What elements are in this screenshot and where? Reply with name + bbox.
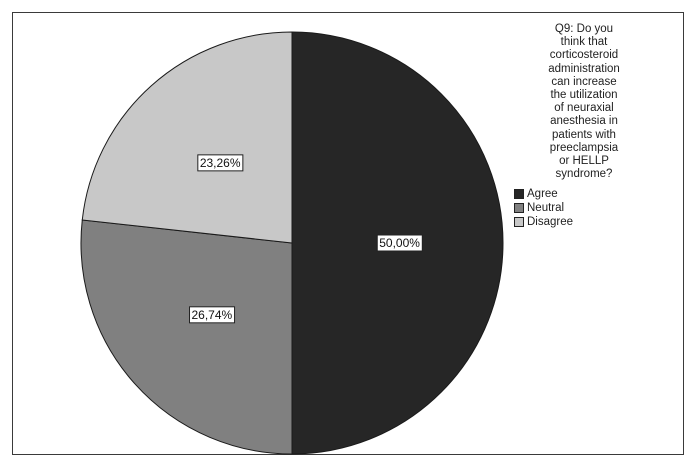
pie-slice-disagree <box>81 31 293 244</box>
legend-title-line: preeclampsia <box>549 141 619 154</box>
slice-label-agree: 50,00% <box>376 234 423 252</box>
pie-slice-neutral <box>80 219 293 455</box>
pie-chart: 50,00% 26,74% 23,26% <box>80 31 504 455</box>
legend-title-line: can increase <box>551 75 617 88</box>
legend-title-line: patients with <box>552 128 616 141</box>
legend-title-line: corticosteroid <box>549 49 619 62</box>
legend-label: Neutral <box>527 202 565 215</box>
legend-title-line: the utilization <box>550 89 618 102</box>
legend: Q9: Do you think that corticosteroid admini… <box>503 23 665 229</box>
slice-label-text: 50,00% <box>379 236 420 250</box>
legend-title-line: think that <box>560 36 608 49</box>
legend-label: Disagree <box>527 216 574 229</box>
slice-label-box <box>376 234 423 252</box>
legend-entry-disagree: Disagree <box>514 215 665 229</box>
legend-swatch <box>514 203 524 214</box>
legend-swatch <box>514 189 524 200</box>
legend-title-line: Q9: Do you <box>554 23 614 35</box>
legend-title-line: administration <box>548 62 620 75</box>
slice-label-box <box>197 154 244 172</box>
slice-label-disagree: 23,26% <box>197 154 244 172</box>
legend-title: Q9: Do you think that corticosteroid admini… <box>503 23 665 181</box>
slice-label-box <box>189 306 236 324</box>
legend-entry-neutral: Neutral <box>514 201 665 215</box>
chart-frame: 50,00% 26,74% 23,26% Q9: Do you think that c… <box>12 12 684 455</box>
legend-title-line: or HELLP <box>559 155 609 168</box>
legend-entry-agree: Agree <box>514 187 665 201</box>
legend-title-line: of neuraxial <box>554 102 614 115</box>
slice-label-neutral: 26,74% <box>189 306 236 324</box>
slice-label-text: 26,74% <box>192 308 233 322</box>
legend-entries: Agree Neutral Disagree <box>503 187 665 229</box>
legend-swatch <box>514 217 524 228</box>
legend-title-line: syndrome? <box>555 168 613 181</box>
slice-label-text: 23,26% <box>200 156 241 170</box>
legend-label: Agree <box>527 188 558 201</box>
legend-title-line: anesthesia in <box>550 115 618 128</box>
